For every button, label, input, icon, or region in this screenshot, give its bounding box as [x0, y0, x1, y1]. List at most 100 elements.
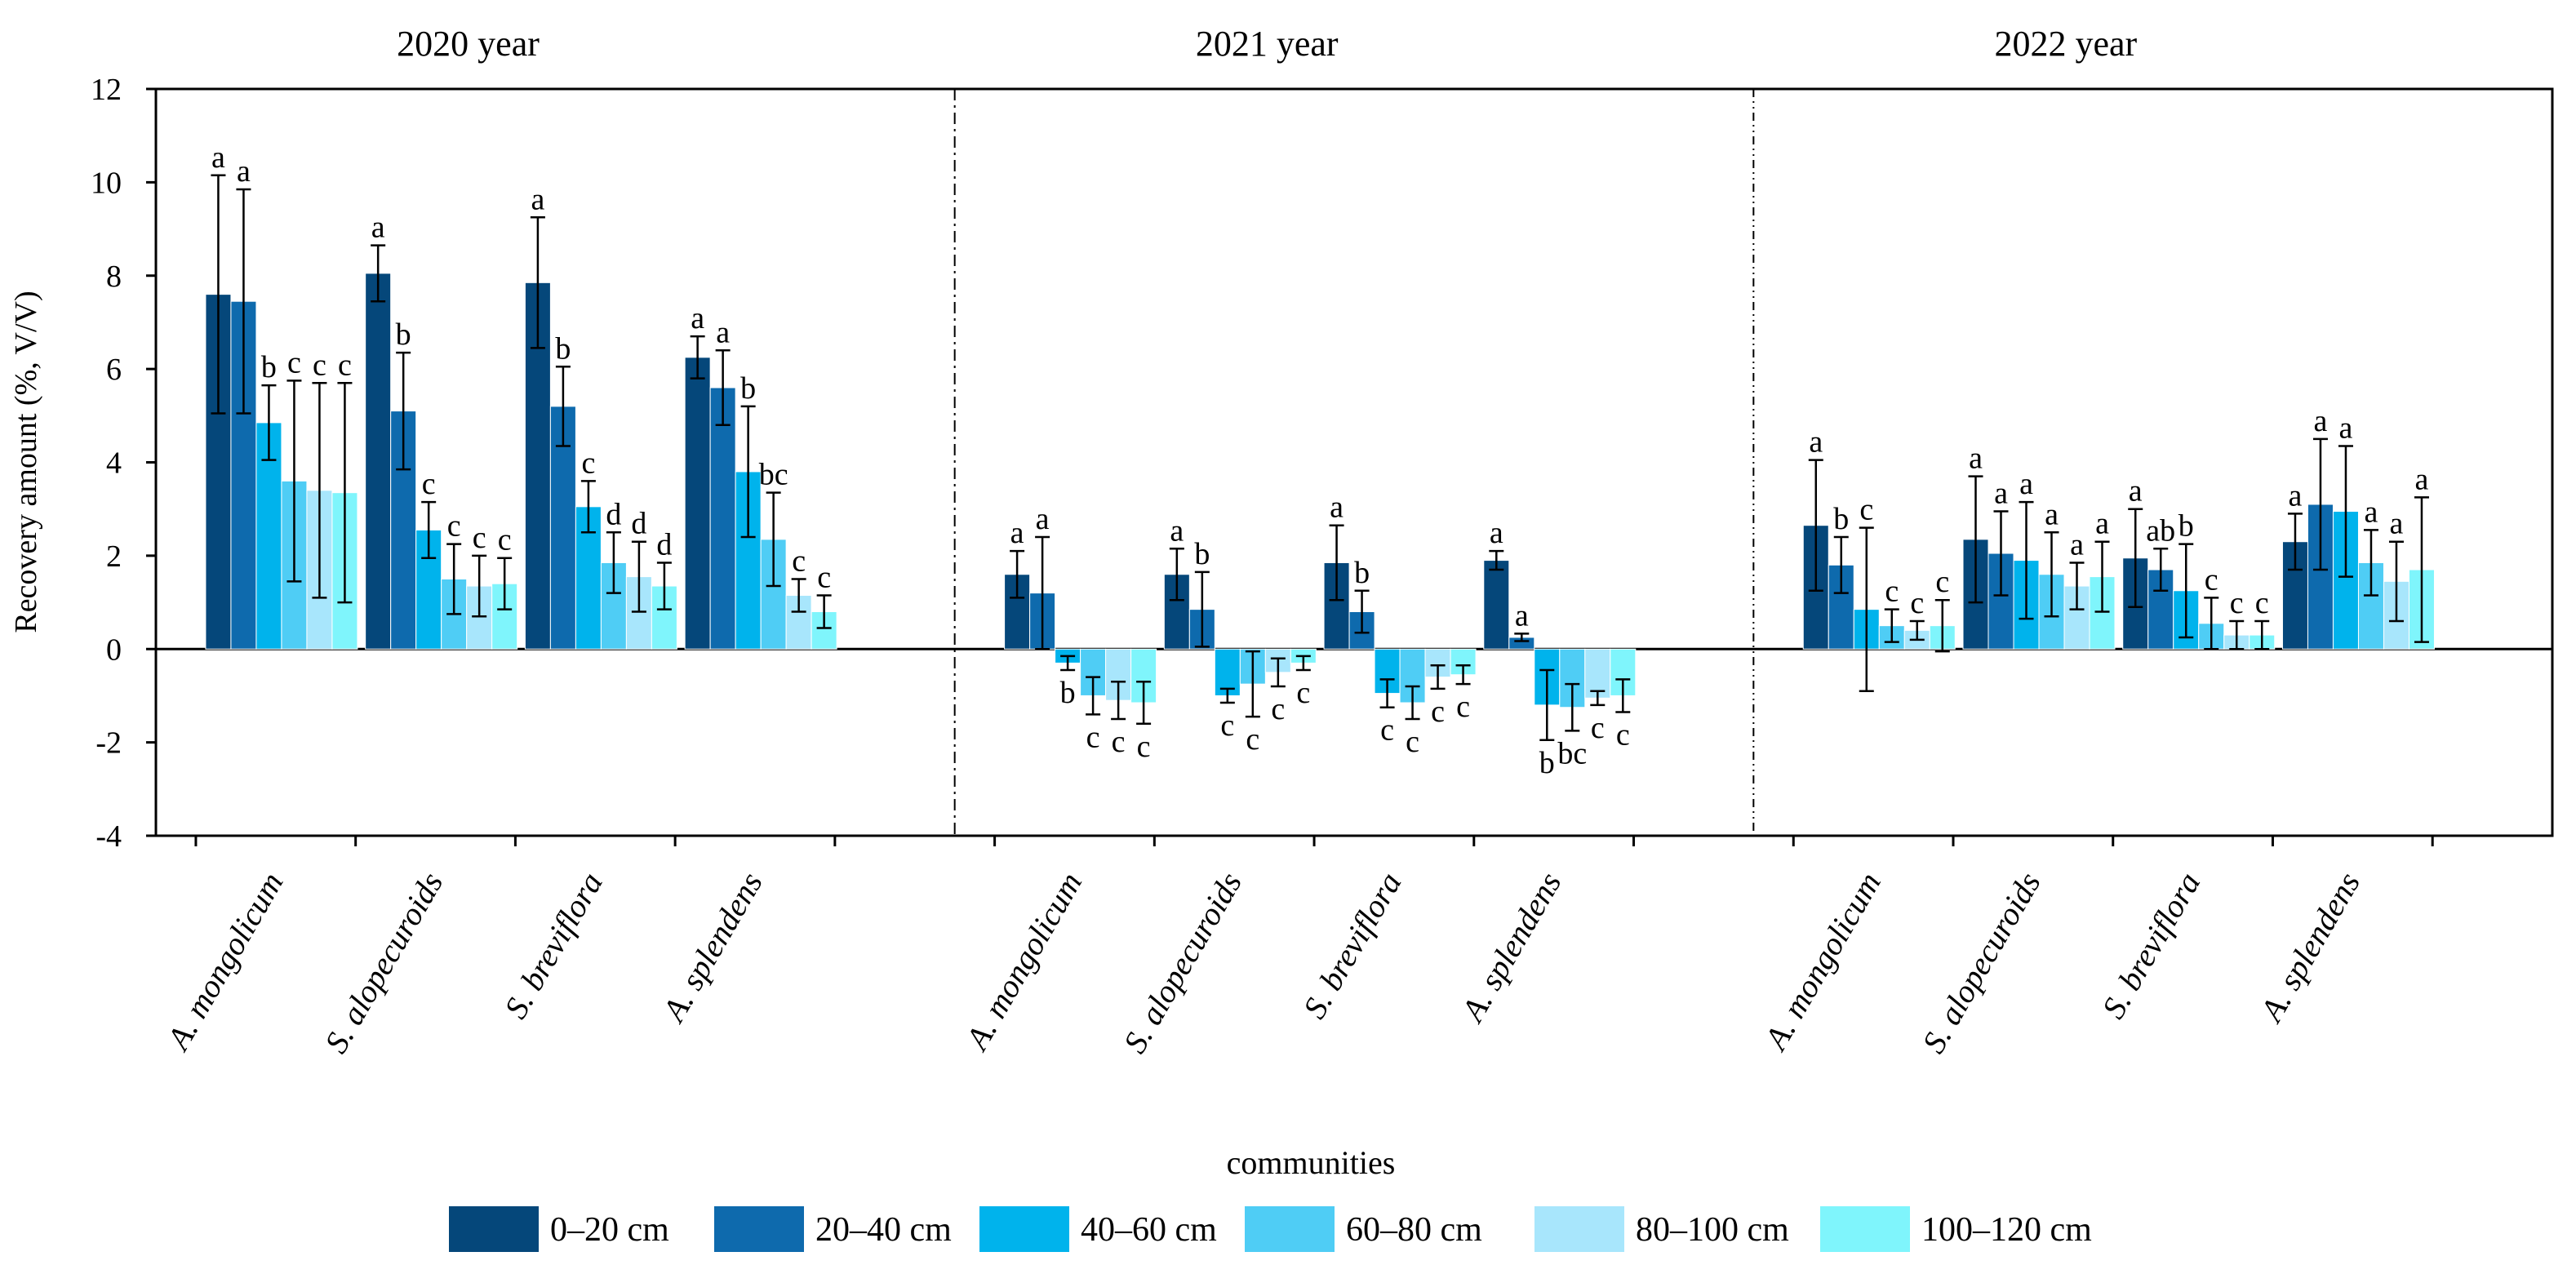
group-label: A. mongolicum — [957, 866, 1090, 1058]
significance-letter: c — [1935, 565, 1949, 599]
significance-letter: b — [1833, 502, 1849, 536]
x-axis-title: communities — [1227, 1144, 1396, 1181]
y-tick-label: 12 — [91, 73, 122, 107]
bar — [365, 273, 392, 650]
legend-label: 0–20 cm — [550, 1211, 669, 1249]
significance-letter: c — [1246, 722, 1259, 757]
significance-letter: c — [2230, 586, 2244, 620]
significance-letter: c — [1406, 725, 1419, 759]
significance-letter: a — [691, 301, 704, 335]
significance-letter: a — [2339, 411, 2353, 445]
bar — [1584, 648, 1611, 699]
y-tick-label: -2 — [95, 726, 122, 761]
significance-letter: c — [1380, 713, 1394, 748]
significance-letter: c — [473, 521, 486, 555]
plot-border — [154, 87, 2554, 837]
significance-letter: ab — [2146, 513, 2175, 548]
significance-letter: a — [2289, 478, 2303, 513]
significance-letter: b — [261, 350, 277, 384]
group-label: S. breviflora — [1296, 866, 1409, 1024]
significance-letter: bc — [759, 458, 788, 492]
significance-letter: c — [1271, 692, 1285, 726]
significance-letter: c — [2255, 586, 2269, 620]
legend-label: 20–40 cm — [815, 1211, 952, 1249]
y-tick-label: 4 — [106, 446, 122, 481]
significance-letter: b — [740, 371, 756, 406]
bar — [1483, 560, 1510, 650]
significance-letter: a — [2129, 474, 2143, 508]
significance-letter: b — [2178, 509, 2194, 544]
significance-letter: a — [1170, 513, 1184, 548]
y-tick-label: 2 — [106, 539, 122, 574]
y-tick-label: 10 — [91, 166, 122, 200]
significance-letter: a — [2314, 404, 2328, 438]
panel-title: 2021 year — [1196, 24, 1339, 64]
group-label: S. breviflora — [497, 866, 610, 1024]
significance-letter: b — [555, 331, 571, 366]
significance-letter: c — [2205, 562, 2218, 597]
significance-letter: c — [1456, 690, 1470, 724]
legend: 0–20 cm 20–40 cm 40–60 cm 60–80 cm 80–100 cm… — [449, 1206, 2092, 1252]
significance-letter: c — [447, 509, 461, 544]
significance-letter: a — [531, 182, 544, 216]
significance-letter: c — [313, 348, 326, 382]
significance-letter: c — [1086, 720, 1100, 754]
legend-label: 60–80 cm — [1346, 1211, 1482, 1249]
significance-letter: c — [1112, 725, 1126, 759]
group-label: S. alopecuroids — [1915, 866, 2048, 1059]
legend-swatch — [979, 1206, 1069, 1252]
significance-letter: a — [1515, 598, 1529, 633]
group-label: S. breviflora — [2094, 866, 2207, 1024]
group-label: A. splendens — [2252, 866, 2368, 1029]
significance-letter: a — [1994, 477, 2008, 511]
y-tick-label: -4 — [95, 819, 122, 854]
panel-title: 2020 year — [397, 24, 540, 64]
group-label: A. mongolicum — [158, 866, 291, 1058]
legend-label: 40–60 cm — [1081, 1211, 1217, 1249]
significance-letter: c — [1137, 730, 1151, 764]
significance-letter: a — [2045, 497, 2059, 531]
significance-letter: c — [792, 544, 806, 578]
significance-letter: c — [1885, 575, 1899, 609]
legend-swatch — [1534, 1206, 1624, 1252]
significance-letter: a — [2390, 507, 2404, 541]
group-label: A. splendens — [654, 866, 770, 1029]
significance-letter: a — [2070, 527, 2084, 562]
significance-letter: c — [1431, 695, 1445, 729]
y-axis-title: Recovery amount (%, V/V) — [9, 291, 43, 633]
significance-letter: c — [1591, 711, 1605, 745]
significance-letter: a — [1969, 442, 1983, 476]
significance-letter: a — [716, 315, 730, 349]
significance-letter: a — [371, 211, 385, 245]
legend-swatch — [1245, 1206, 1335, 1252]
panel-title: 2022 year — [1995, 24, 2138, 64]
significance-letter: b — [1194, 537, 1210, 571]
significance-letter: b — [1354, 556, 1370, 590]
plot-frame — [146, 87, 2554, 846]
significance-letter: a — [2019, 467, 2033, 501]
significance-letter: a — [1490, 516, 1503, 550]
significance-letter: d — [631, 507, 646, 541]
significance-letter: a — [237, 154, 251, 189]
bar — [684, 357, 711, 650]
significance-letter: c — [1910, 586, 1924, 620]
significance-letter: c — [287, 345, 301, 380]
significance-letter: a — [1809, 425, 1823, 459]
significance-letter: c — [1296, 676, 1310, 710]
significance-letter: b — [396, 317, 411, 352]
significance-letter: a — [1036, 502, 1050, 536]
legend-swatch — [714, 1206, 804, 1252]
legend-label: 100–120 cm — [1921, 1211, 2092, 1249]
legend-swatch — [449, 1206, 539, 1252]
significance-letter: d — [656, 527, 672, 562]
significance-letter: a — [2095, 507, 2109, 541]
significance-letter: c — [817, 560, 831, 594]
significance-letter: c — [338, 348, 352, 382]
significance-letter: a — [1010, 516, 1024, 550]
significance-letter: bc — [1557, 736, 1587, 770]
significance-letter: a — [2365, 495, 2378, 529]
significance-letter: c — [422, 467, 436, 501]
group-label: A. splendens — [1453, 866, 1569, 1029]
bar — [709, 387, 736, 650]
significance-letter: c — [1859, 493, 1873, 527]
